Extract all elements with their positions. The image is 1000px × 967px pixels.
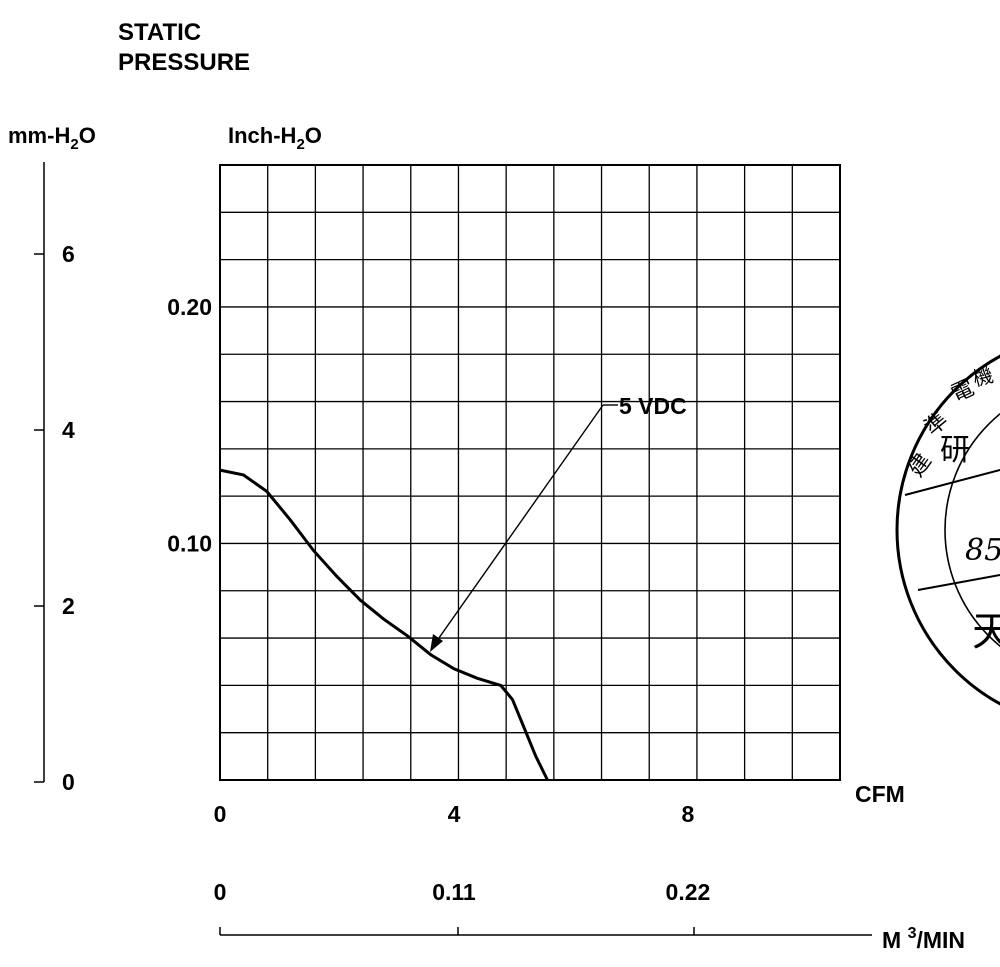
- secondary-y-tick-label: 2: [62, 593, 75, 619]
- svg-text:天: 天: [972, 609, 1000, 655]
- secondary-y-tick-label: 6: [62, 241, 75, 267]
- svg-text:機: 機: [970, 363, 996, 391]
- y-axis-label: Inch-H2O: [228, 123, 322, 153]
- chart-title-line-2: PRESSURE: [118, 49, 250, 76]
- plot-frame: [219, 164, 841, 781]
- secondary-x-tick-label: 0.11: [432, 879, 476, 905]
- subscript-2: 2: [296, 136, 304, 153]
- secondary-y-tick-label: 0: [62, 769, 75, 795]
- x-tick-label: 0: [214, 801, 227, 827]
- svg-text:85: 85: [965, 533, 1000, 568]
- annotation-leader-line: [433, 404, 604, 646]
- secondary-x-axis-label: M 3/MIN: [882, 925, 965, 953]
- x-tick-label: 8: [682, 801, 695, 827]
- secondary-x-axis-tick-labels: 0 0.11 0.22: [214, 879, 711, 905]
- chart-title-line-1: STATIC: [118, 19, 201, 46]
- y-axis-tick-labels: 0.20 0.10: [167, 294, 212, 557]
- x-tick-label: 4: [448, 801, 461, 827]
- x-axis-tick-labels: 0 4 8: [214, 801, 695, 827]
- secondary-y-tick-label: 4: [62, 417, 75, 443]
- secondary-x-tick-label: 0: [214, 879, 227, 905]
- secondary-y-axis-label: mm-H2O: [8, 123, 96, 153]
- secondary-y-axis-ticks: 0 2 4 6: [34, 241, 75, 795]
- svg-text:研: 研: [940, 433, 970, 468]
- x-axis-label: CFM: [855, 781, 905, 807]
- plot-grid: [220, 165, 840, 780]
- approval-stamp: 建 準 電 機 研 85 天: [895, 354, 1000, 706]
- series-line-5vdc: [219, 468, 549, 781]
- subscript-2: 2: [70, 136, 78, 153]
- y-tick-label: 0.20: [167, 294, 212, 320]
- secondary-x-tick-label: 0.22: [666, 879, 711, 905]
- annotation-label: 5 VDC: [619, 393, 687, 419]
- annotation-arrowhead: [430, 634, 443, 652]
- y-tick-label: 0.10: [167, 530, 212, 556]
- svg-text:建: 建: [904, 449, 937, 481]
